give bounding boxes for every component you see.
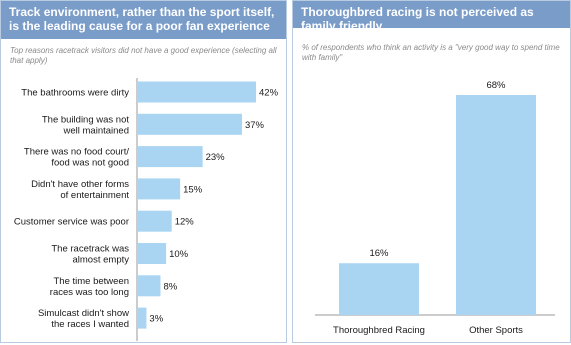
value-label-1: 68% — [486, 80, 506, 91]
category-label-3: Didn't have other forms of entertainment — [31, 179, 129, 201]
value-label-5: 10% — [169, 249, 189, 260]
value-label-6: 8% — [163, 281, 177, 292]
value-label-7: 3% — [149, 314, 163, 325]
category-label-0: Thoroughbred Racing — [333, 325, 425, 336]
bar-5 — [138, 243, 167, 264]
right-chart-title: Thoroughbred racing is not perceived as … — [293, 1, 570, 33]
right-chart-panel: Thoroughbred racing is not perceived as … — [292, 0, 571, 343]
value-label-1: 37% — [245, 120, 265, 131]
bar-2 — [138, 146, 203, 168]
value-label-0: 16% — [369, 248, 389, 259]
right-chart-subtitle: % of respondents who think an activity i… — [302, 43, 560, 62]
category-label-5: The racetrack was almost empty — [51, 244, 129, 266]
left-chart-title: Track environment, rather than the sport… — [1, 1, 286, 39]
right-bar-chart: 16% Thoroughbred Racing 68% Other Sports — [315, 80, 555, 336]
bar-3 — [138, 178, 181, 200]
value-label-3: 15% — [183, 184, 203, 195]
category-label-4: Customer service was poor — [14, 217, 129, 228]
bar-0 — [339, 263, 419, 315]
category-label-2: There was no food court/food was not goo… — [24, 147, 129, 169]
bar-7 — [138, 307, 147, 329]
value-label-0: 42% — [259, 88, 279, 99]
left-chart-panel: Track environment, rather than the sport… — [0, 0, 287, 343]
left-chart-subtitle: Top reasons racetrack visitors did not h… — [10, 46, 277, 65]
category-label-0: The bathrooms were dirty — [21, 88, 129, 99]
value-label-4: 12% — [175, 217, 195, 228]
value-label-2: 23% — [206, 152, 226, 163]
bar-0 — [138, 81, 256, 103]
bar-1 — [138, 113, 242, 135]
bar-1 — [456, 95, 536, 315]
bar-4 — [138, 210, 172, 232]
category-label-1: The building was not well maintained — [42, 114, 129, 136]
category-label-1: Other Sports — [469, 325, 523, 336]
category-label-6: The time between races was too long — [50, 276, 129, 298]
category-label-7: Simulcast didn't show the races I wanted — [38, 308, 129, 330]
left-bar-chart: 42% The bathrooms were dirty 37% The buildi… — [14, 78, 279, 341]
bar-6 — [138, 275, 161, 297]
